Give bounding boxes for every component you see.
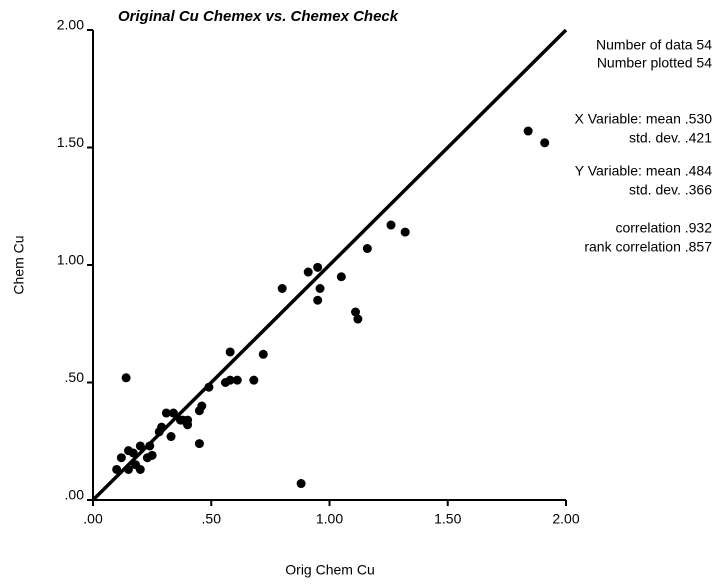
x-tick-label: .00	[83, 511, 103, 527]
y-tick-label: 2.00	[57, 17, 84, 33]
stat-annotation: correlation .932	[615, 220, 712, 236]
point	[168, 408, 178, 418]
point	[161, 408, 171, 418]
y-tick-label: 1.50	[57, 134, 84, 150]
point	[142, 453, 152, 463]
point	[540, 138, 550, 148]
x-tick-label: .50	[202, 511, 222, 527]
point	[315, 284, 325, 293]
stat-annotation: rank correlation .857	[584, 239, 712, 255]
chart-title: Original Cu Chemex vs. Chemex Check	[118, 8, 399, 25]
point	[123, 464, 133, 474]
point	[123, 446, 133, 456]
stat-annotation: Number of data 54	[596, 37, 712, 53]
point	[400, 227, 410, 237]
point	[386, 220, 396, 230]
point	[194, 439, 204, 449]
x-axis-label: Orig Chem Cu	[285, 562, 374, 578]
point	[277, 284, 287, 293]
x-tick-label: 1.00	[316, 511, 343, 527]
stat-annotation: std. dev. .366	[629, 182, 712, 198]
point	[135, 441, 145, 451]
point	[112, 464, 122, 474]
point	[232, 375, 242, 385]
point	[249, 375, 259, 385]
point	[225, 347, 235, 357]
point	[336, 272, 346, 282]
point	[313, 262, 323, 272]
point	[145, 441, 155, 451]
point	[351, 307, 361, 317]
point	[183, 420, 193, 430]
point	[157, 422, 167, 432]
stat-annotation: std. dev. .421	[629, 130, 712, 146]
x-tick-label: 1.50	[434, 511, 461, 527]
stat-annotation: Y Variable: mean .484	[575, 163, 712, 179]
y-tick-label: .50	[65, 369, 85, 385]
point	[194, 406, 204, 416]
y-axis-label: Chem Cu	[11, 235, 27, 294]
point	[166, 432, 176, 442]
point	[313, 295, 323, 305]
stat-annotation: Number plotted 54	[597, 55, 712, 71]
point	[303, 267, 313, 277]
point	[135, 464, 145, 474]
point	[116, 453, 126, 463]
point	[362, 244, 372, 254]
point	[204, 382, 214, 392]
point	[296, 479, 306, 489]
x-tick-label: 2.00	[552, 511, 579, 527]
point	[523, 126, 533, 136]
point	[121, 373, 131, 383]
point	[258, 349, 268, 359]
y-tick-label: 1.00	[57, 252, 84, 268]
point	[353, 314, 363, 324]
reference-line	[91, 28, 568, 502]
stat-annotation: X Variable: mean .530	[575, 111, 713, 127]
y-tick-label: .00	[65, 487, 85, 503]
point	[220, 378, 230, 387]
